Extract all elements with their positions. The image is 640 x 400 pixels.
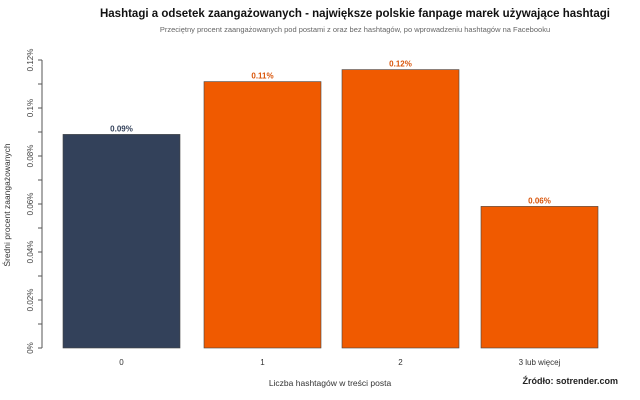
x-tick-label: 3 lub więcej	[519, 358, 561, 367]
y-tick-label: 0.12%	[26, 49, 35, 72]
bar	[203, 81, 322, 349]
bar	[62, 134, 181, 349]
chart-subtitle: Przeciętny procent zaangażowanych pod po…	[160, 25, 550, 34]
bar	[341, 69, 460, 349]
data-label: 0.06%	[528, 196, 551, 205]
x-tick-label: 2	[398, 358, 403, 367]
y-tick-label: 0.08%	[26, 145, 35, 168]
bar	[480, 206, 599, 349]
y-tick-label: 0.1%	[26, 99, 35, 117]
x-tick-label: 0	[119, 358, 124, 367]
chart-title: Hashtagi a odsetek zaangażowanych - najw…	[100, 8, 610, 20]
data-label: 0.12%	[389, 60, 412, 69]
y-axis: 0% 0.02% 0.04% 0.06% 0.08% 0.1% 0.12%	[26, 49, 43, 354]
source-label: Źródło: sotrender.com	[522, 376, 618, 386]
bars: 0.09% 0 0.11% 1 0.12% 2 0.06% 3 lub więcej	[62, 60, 599, 367]
y-tick-label: 0.04%	[26, 241, 35, 264]
x-tick-label: 1	[260, 358, 265, 367]
y-tick-label: 0.02%	[26, 289, 35, 312]
y-axis-label: Średni procent zaangażowanych	[1, 143, 12, 267]
y-tick-label: 0%	[26, 342, 35, 354]
y-tick-label: 0.06%	[26, 193, 35, 216]
data-label: 0.09%	[110, 124, 133, 133]
x-axis-label: Liczba hashtagów w treści posta	[269, 378, 392, 388]
data-label: 0.11%	[251, 72, 273, 81]
